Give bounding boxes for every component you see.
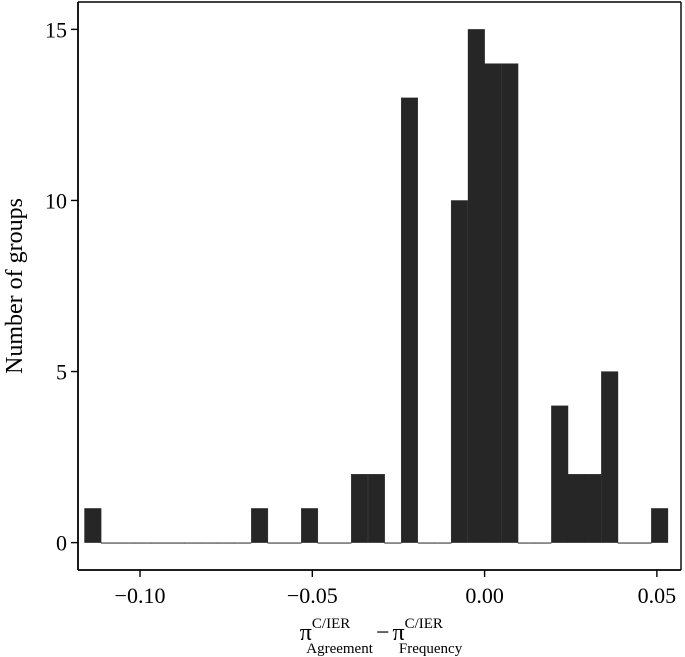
x-ticks-group: −0.10 −0.05 0.00 0.05 — [115, 570, 677, 608]
histogram-bar — [100, 542, 118, 544]
y-tick-label: 10 — [45, 188, 67, 213]
x-title-sub-1: Agreement — [306, 641, 373, 657]
x-title-pi-1: π — [300, 620, 312, 646]
x-title-pi-2: π — [392, 620, 404, 646]
histogram-bar — [267, 542, 285, 544]
histogram-bar — [251, 508, 269, 543]
histogram-bar — [584, 474, 602, 543]
histogram-bar — [351, 474, 369, 543]
histogram-bar — [484, 63, 502, 543]
x-title-sub-2: Frequency — [399, 641, 463, 657]
histogram-bar — [617, 542, 635, 544]
histogram-bar — [651, 508, 669, 543]
x-title-sup-2: C/IER — [405, 616, 443, 632]
x-tick-label: −0.10 — [115, 583, 166, 608]
histogram-bar — [284, 542, 302, 544]
histogram-bar — [234, 542, 252, 544]
histogram-bar — [317, 542, 335, 544]
histogram-bar — [467, 29, 485, 543]
histogram-bar — [301, 508, 319, 543]
y-tick-label: 0 — [56, 531, 67, 556]
histogram-bar — [184, 542, 202, 544]
axes-group — [77, 1, 682, 571]
y-tick-label: 5 — [56, 360, 67, 385]
histogram-bar — [601, 371, 619, 543]
histogram-bar — [167, 542, 185, 544]
histogram-bar — [150, 542, 168, 544]
y-axis-title: Number of groups — [2, 198, 28, 374]
histogram-bar — [384, 542, 402, 544]
histogram-bar — [450, 200, 468, 543]
x-tick-label: 0.05 — [638, 583, 677, 608]
histogram-bar — [517, 542, 535, 544]
histogram-bar — [634, 542, 652, 544]
histogram-bar — [434, 542, 452, 544]
histogram-bar — [367, 474, 385, 543]
histogram-bar — [201, 542, 219, 544]
y-ticks-group: 0 5 10 15 — [45, 17, 78, 556]
histogram-bar — [334, 542, 352, 544]
histogram-bar — [534, 542, 552, 544]
histogram-bar — [84, 508, 102, 543]
x-axis-title: πC/IER Agreement− πC/IER Frequency — [300, 616, 463, 657]
histogram-bar — [567, 474, 585, 543]
histogram-bar — [551, 405, 569, 543]
histogram-bar — [217, 542, 235, 544]
histogram-bar — [117, 542, 135, 544]
histogram-bar — [400, 97, 418, 543]
x-tick-label: 0.00 — [465, 583, 504, 608]
histogram-bar — [501, 63, 519, 543]
x-title-minus: − — [376, 620, 390, 646]
y-tick-label: 15 — [45, 17, 67, 42]
x-title-sup-1: C/IER — [312, 616, 350, 632]
histogram-bar — [417, 542, 435, 544]
x-tick-label: −0.05 — [287, 583, 338, 608]
bars-group — [84, 29, 669, 544]
histogram-bar — [134, 542, 152, 544]
